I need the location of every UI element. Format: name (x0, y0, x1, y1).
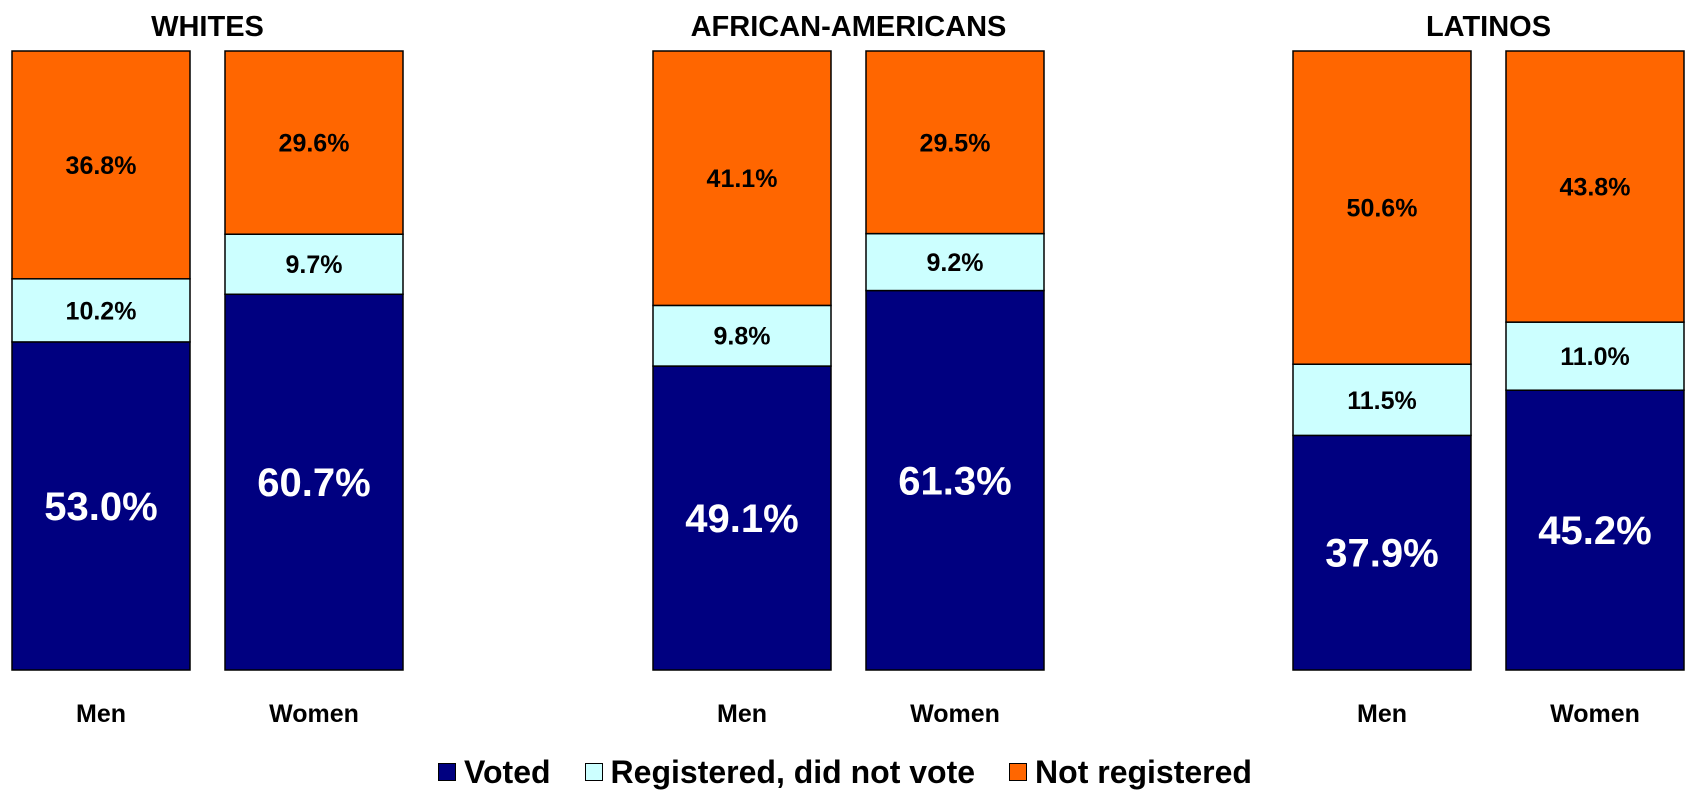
category-label-latinos-men: Men (1357, 700, 1407, 728)
group-title-whites: WHITES (151, 11, 264, 43)
data-label-african-americans-women-not-registered: 29.5% (920, 129, 991, 157)
bar-segment-african-americans-men-not-registered (652, 50, 832, 307)
data-label-whites-women-not-registered: 29.6% (279, 130, 350, 158)
bar-segment-latinos-men-not-registered (1292, 50, 1472, 365)
bar-segment-african-americans-women-not-registered (865, 50, 1045, 235)
category-label-whites-men: Men (76, 700, 126, 728)
data-label-african-americans-women-registered-did-not-vote: 9.2% (927, 249, 984, 277)
legend-label-registered-did-not-vote: Registered, did not vote (610, 753, 976, 790)
legend-item-voted: Voted (438, 754, 551, 791)
legend-label-not-registered: Not registered (1035, 753, 1252, 790)
data-label-latinos-women-registered-did-not-vote: 11.0% (1560, 343, 1630, 371)
data-label-whites-men-registered-did-not-vote: 10.2% (66, 297, 137, 325)
bar-segment-african-americans-women-voted (865, 289, 1045, 671)
data-label-latinos-women-voted: 45.2% (1538, 509, 1651, 553)
data-label-whites-women-voted: 60.7% (257, 461, 370, 505)
bar-segment-latinos-women-not-registered (1505, 50, 1685, 323)
data-label-african-americans-women-voted: 61.3% (898, 459, 1011, 503)
legend-swatch-not-registered (1009, 763, 1028, 781)
group-title-african-americans: AFRICAN-AMERICANS (691, 11, 1007, 43)
bar-segment-whites-men-not-registered (11, 50, 191, 280)
category-label-latinos-women: Women (1550, 700, 1640, 728)
bar-segment-african-americans-men-voted (652, 365, 832, 671)
data-label-latinos-men-registered-did-not-vote: 11.5% (1347, 387, 1417, 415)
data-label-whites-men-not-registered: 36.8% (66, 152, 137, 180)
data-label-african-americans-men-not-registered: 41.1% (707, 165, 778, 193)
legend-swatch-registered-did-not-vote (584, 763, 603, 781)
bar-segment-african-americans-women-registered-did-not-vote (865, 232, 1045, 292)
bar-segment-whites-men-voted (11, 341, 191, 671)
legend-item-not-registered: Not registered (1009, 754, 1252, 791)
bar-segment-african-americans-men-registered-did-not-vote (652, 304, 832, 367)
legend-swatch-voted (438, 763, 457, 781)
data-label-latinos-women-not-registered: 43.8% (1560, 174, 1631, 202)
bar-segment-whites-women-not-registered (224, 50, 404, 235)
bar-segment-whites-men-registered-did-not-vote (11, 278, 191, 343)
bar-segment-whites-women-registered-did-not-vote (224, 233, 404, 296)
group-title-latinos: LATINOS (1426, 11, 1551, 43)
data-label-latinos-men-voted: 37.9% (1325, 532, 1438, 576)
data-label-whites-women-registered-did-not-vote: 9.7% (286, 251, 343, 279)
bar-segment-whites-women-voted (224, 293, 404, 671)
legend: Voted Registered, did not vote Not regis… (0, 750, 1690, 794)
bar-segment-latinos-women-registered-did-not-vote (1505, 321, 1685, 391)
data-label-african-americans-men-registered-did-not-vote: 9.8% (714, 323, 771, 351)
data-label-whites-men-voted: 53.0% (44, 485, 157, 529)
category-label-african-americans-women: Women (910, 700, 1000, 728)
data-label-latinos-men-not-registered: 50.6% (1347, 195, 1418, 223)
category-label-whites-women: Women (269, 700, 359, 728)
legend-item-registered-did-not-vote: Registered, did not vote (584, 753, 976, 791)
bar-segment-latinos-women-voted (1505, 389, 1685, 671)
legend-label-voted: Voted (464, 753, 551, 790)
stacked-bar-chart: WHITES 53.0% 10.2% 36.8% Men 60.7% 9.7% 29.6% Wo… (11, 11, 1685, 728)
data-label-african-americans-men-voted: 49.1% (685, 497, 798, 541)
bar-segment-latinos-men-voted (1292, 434, 1472, 671)
category-label-african-americans-men: Men (717, 700, 767, 728)
